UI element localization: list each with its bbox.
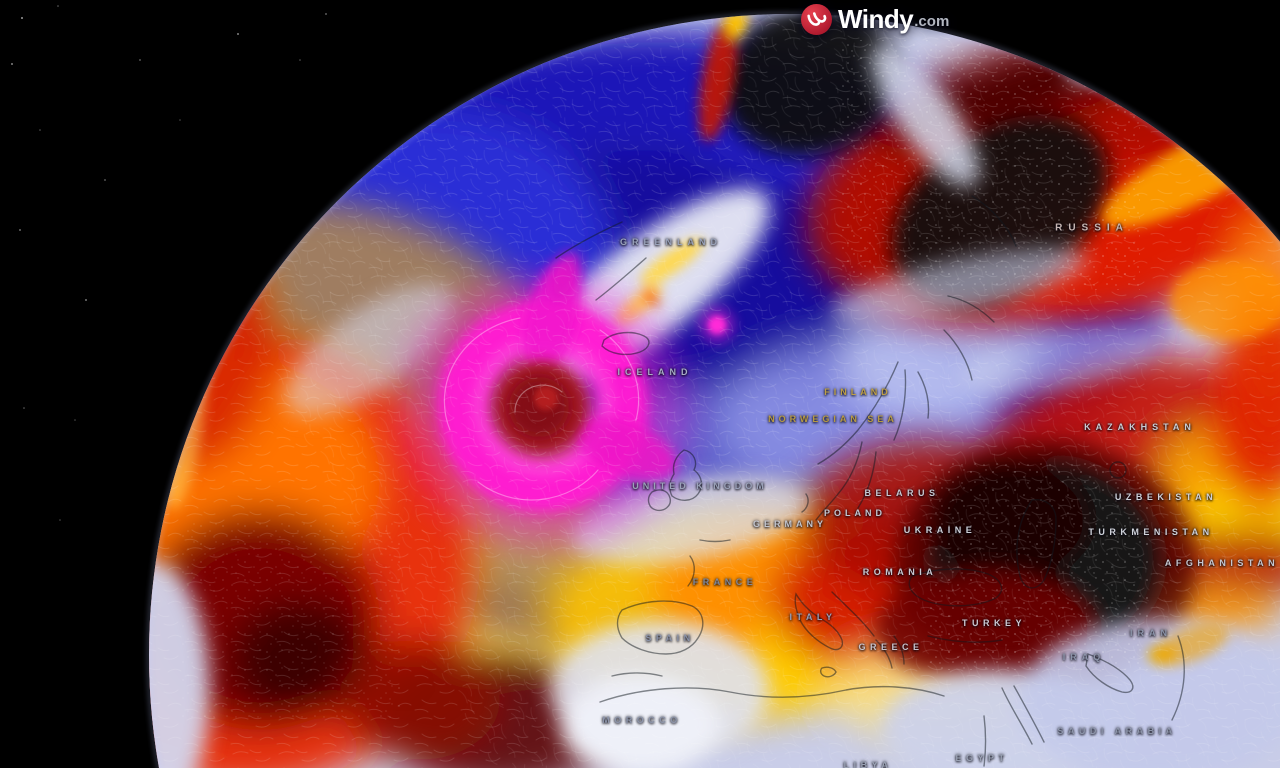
coastlines (555, 195, 1185, 767)
atmosphere-rim (147, 12, 1280, 768)
windy-tld: .com (914, 13, 950, 30)
stars (11, 5, 327, 521)
windy-wordmark: Windy (838, 4, 914, 34)
windy-swirl-icon (801, 4, 832, 35)
windy-logo[interactable]: Windy .com (801, 4, 949, 35)
